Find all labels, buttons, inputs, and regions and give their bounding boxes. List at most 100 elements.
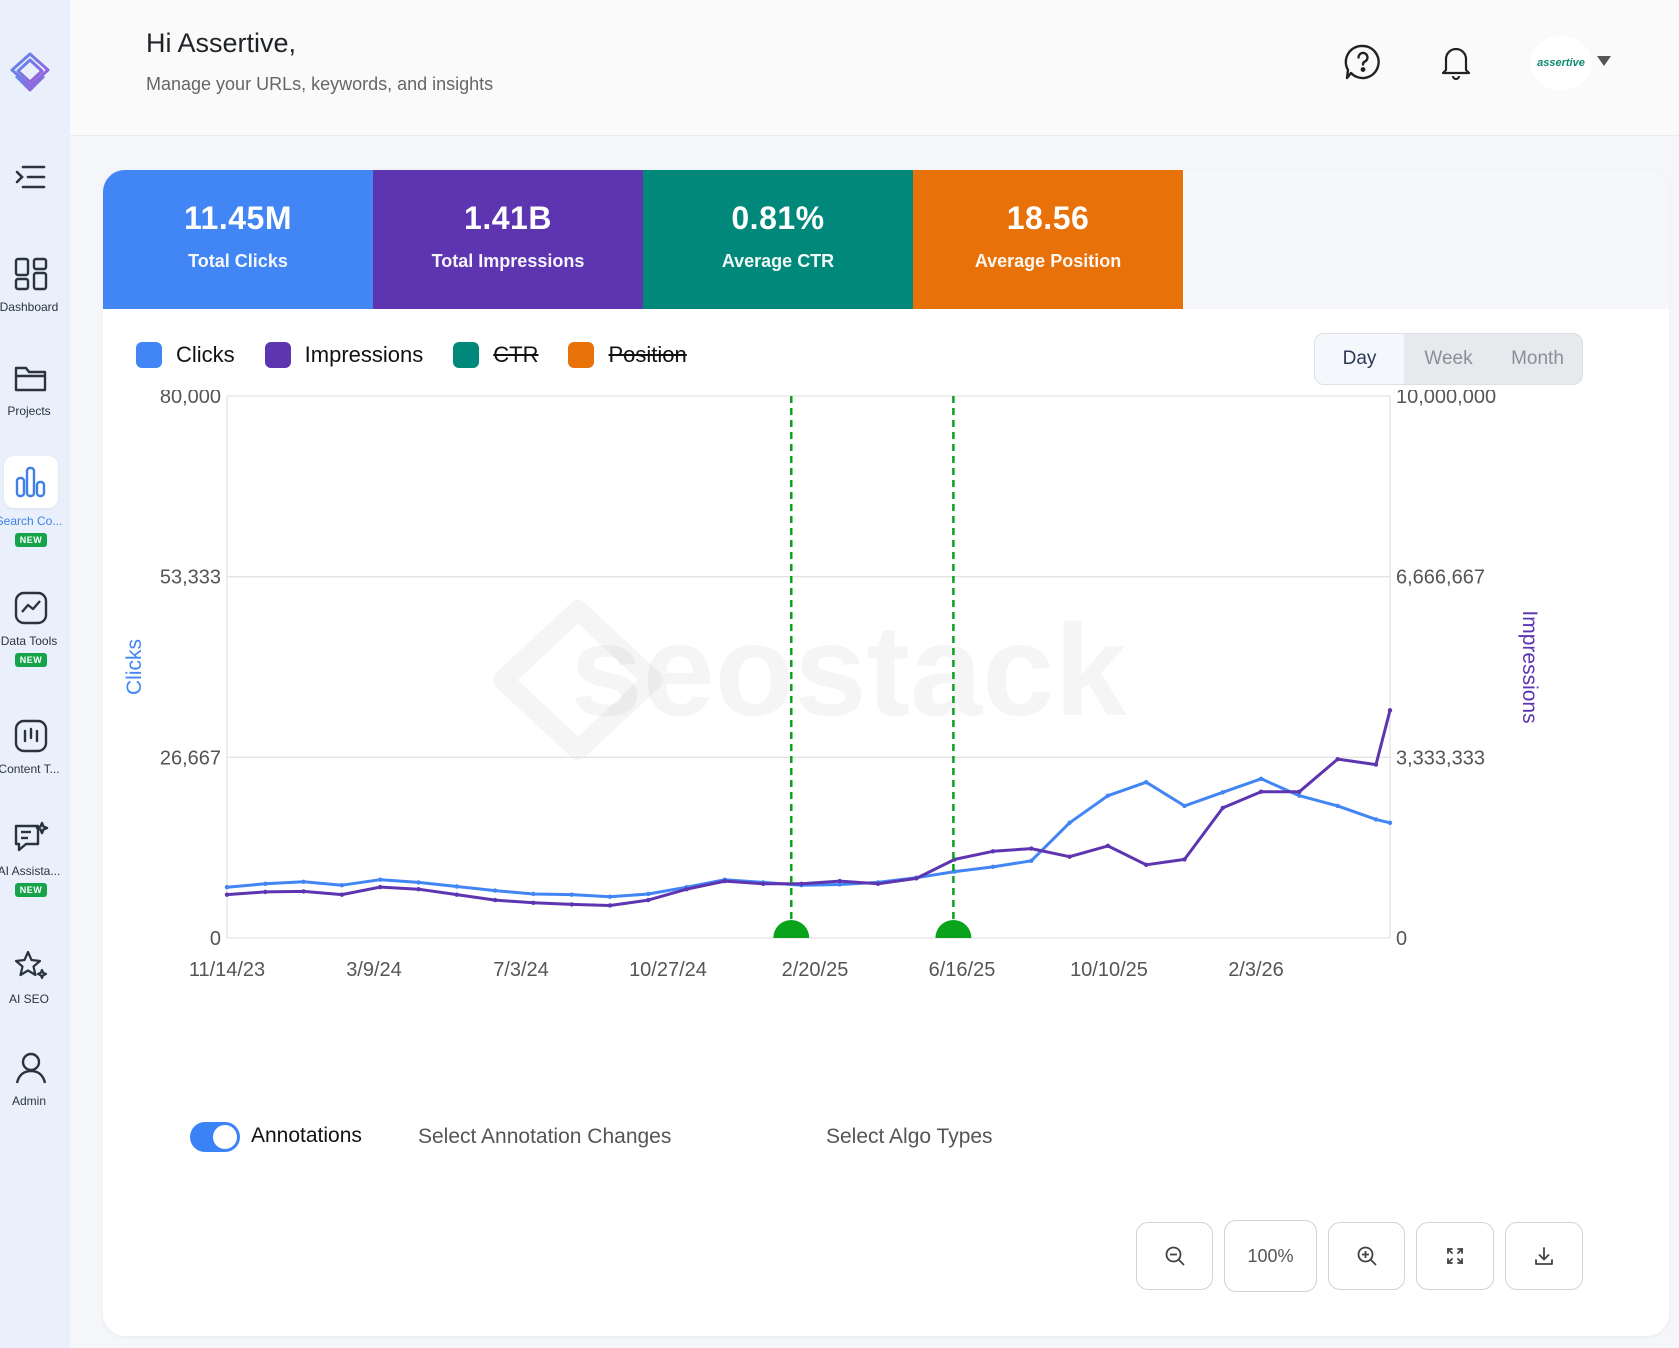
zoom-level-display[interactable]: 100%	[1224, 1220, 1317, 1292]
help-icon[interactable]	[1343, 42, 1383, 82]
data-point-clicks	[377, 877, 383, 882]
data-point-impressions	[799, 881, 804, 886]
sidebar-item-data-tools[interactable]: Data Tools NEW	[0, 588, 62, 668]
data-point-impressions	[1258, 789, 1264, 794]
kpi-average-ctr[interactable]: 0.81% Average CTR	[643, 170, 913, 309]
performance-line-chart[interactable]: seostack 0 0 26,667 3,333,333 53,333 6,666,667…	[103, 390, 1669, 1070]
data-point-clicks	[646, 891, 651, 897]
greeting-title: Hi Assertive,	[146, 28, 297, 58]
fullscreen-button[interactable]	[1416, 1222, 1494, 1290]
legend-item-clicks[interactable]: Clicks	[136, 342, 235, 368]
data-point-impressions	[684, 887, 689, 892]
sidebar-item-admin[interactable]: Admin	[0, 1048, 62, 1108]
y-left-tick-label: 53,333	[160, 567, 221, 589]
sidebar-item-ai-seo[interactable]: AI SEO	[0, 946, 62, 1006]
data-point-impressions	[760, 881, 766, 886]
data-point-impressions	[990, 849, 996, 854]
legend-swatch	[453, 342, 480, 368]
toggle-knob	[213, 1125, 237, 1149]
sidebar-item-label: Content T...	[0, 762, 60, 776]
legend-label: Impressions	[304, 342, 424, 367]
kpi-strip-filler	[1184, 170, 1669, 309]
x-tick-label: 6/16/25	[929, 959, 996, 981]
chart-legend: Clicks Impressions CTR Position	[136, 342, 717, 368]
data-point-clicks	[301, 879, 306, 884]
legend-label: CTR	[493, 342, 539, 367]
sidebar-item-ai-assistant[interactable]: AI Assista... NEW	[0, 818, 62, 898]
data-point-clicks	[492, 888, 498, 893]
annotation-marker	[935, 920, 972, 938]
sidebar-item-label: Admin	[11, 1094, 46, 1108]
legend-swatch	[136, 342, 162, 368]
legend-swatch	[264, 342, 291, 368]
zoom-in-button[interactable]	[1328, 1222, 1405, 1290]
data-point-clicks	[531, 891, 536, 897]
data-point-clicks	[607, 894, 613, 899]
sidebar-item-label: Data Tools	[0, 634, 58, 648]
folder-icon	[11, 358, 51, 398]
data-point-impressions	[1335, 756, 1340, 762]
data-point-impressions	[377, 884, 383, 890]
download-button[interactable]	[1505, 1222, 1583, 1290]
sidebar-item-projects[interactable]: Projects	[0, 358, 62, 418]
x-tick-label: 2/20/25	[782, 959, 849, 981]
ai-chat-icon	[11, 818, 51, 858]
y-right-tick-label: 6,666,667	[1396, 567, 1485, 589]
legend-item-position[interactable]: Position	[568, 342, 687, 368]
series-line-clicks	[226, 777, 1391, 899]
data-point-impressions	[1220, 805, 1225, 811]
kpi-label: Average CTR	[721, 251, 835, 271]
data-point-clicks	[837, 882, 842, 887]
data-point-clicks	[1105, 793, 1111, 798]
sidebar-item-dashboard[interactable]: Dashboard	[0, 254, 62, 314]
data-point-impressions	[1029, 846, 1034, 851]
trend-icon	[11, 588, 51, 628]
legend-label: Position	[608, 342, 687, 367]
y-right-tick-label: 3,333,333	[1396, 747, 1485, 769]
data-point-clicks	[1297, 793, 1302, 798]
dashboard-icon	[11, 254, 51, 294]
annotations-label: Annotations	[251, 1124, 362, 1147]
data-point-impressions	[722, 878, 728, 884]
annotations-toggle[interactable]	[190, 1122, 240, 1152]
annotation-changes-select[interactable]: Select Annotation Changes	[418, 1125, 672, 1148]
data-point-impressions	[1373, 762, 1379, 767]
data-point-impressions	[1067, 854, 1072, 859]
period-month-button[interactable]: Month	[1511, 348, 1564, 369]
period-day-button[interactable]: Day	[1315, 334, 1404, 384]
sidebar-item-search-console[interactable]: Search Co... NEW	[0, 456, 62, 548]
kpi-total-impressions[interactable]: 1.41B Total Impressions	[373, 170, 643, 309]
kpi-average-position[interactable]: 18.56 Average Position	[913, 170, 1183, 309]
legend-item-impressions[interactable]: Impressions	[264, 342, 424, 368]
data-point-clicks	[263, 881, 268, 886]
data-point-impressions	[339, 892, 345, 897]
kpi-value: 11.45M	[184, 200, 292, 236]
period-week-button[interactable]: Week	[1424, 348, 1473, 369]
avatar[interactable]: assertive	[1530, 36, 1592, 90]
data-point-impressions	[263, 889, 268, 895]
kpi-value: 18.56	[1006, 200, 1090, 236]
data-point-clicks	[416, 880, 421, 885]
chevron-down-icon[interactable]	[1597, 56, 1611, 66]
app-logo-icon[interactable]	[8, 50, 52, 100]
x-tick-label: 3/9/24	[346, 959, 402, 981]
algo-types-select[interactable]: Select Algo Types	[826, 1125, 993, 1148]
data-point-impressions	[1387, 708, 1393, 713]
data-point-impressions	[1143, 862, 1149, 868]
greeting-subtitle: Manage your URLs, keywords, and insights	[146, 74, 494, 94]
data-point-clicks	[569, 892, 574, 897]
new-badge: NEW	[14, 883, 48, 897]
bar-chart-icon	[4, 456, 58, 508]
period-selector: Day Week Month	[1314, 333, 1583, 385]
kpi-label: Total Impressions	[431, 251, 585, 271]
zoom-out-button[interactable]	[1136, 1222, 1213, 1290]
legend-item-ctr[interactable]: CTR	[453, 342, 538, 368]
kpi-total-clicks[interactable]: 11.45M Total Clicks	[103, 170, 373, 309]
notification-bell-icon[interactable]	[1436, 42, 1476, 82]
menu-toggle-icon[interactable]	[14, 162, 48, 192]
data-point-clicks	[1029, 858, 1034, 863]
y-left-tick-label: 80,000	[160, 390, 221, 408]
sidebar-item-content-tools[interactable]: Content T...	[0, 716, 62, 776]
y-right-tick-label: 10,000,000	[1396, 390, 1496, 408]
y-right-tick-label: 0	[1396, 928, 1407, 950]
